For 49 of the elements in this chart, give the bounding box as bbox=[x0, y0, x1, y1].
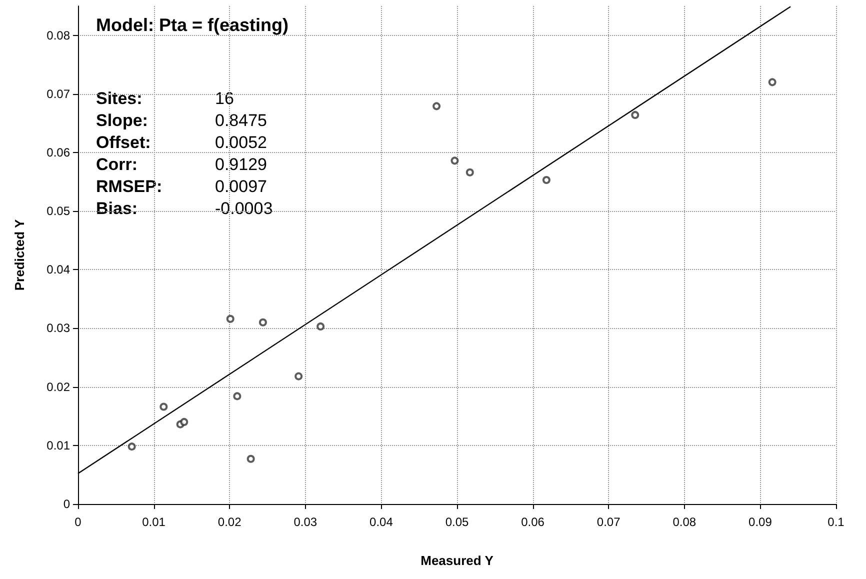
x-tick-label: 0.01 bbox=[142, 515, 166, 529]
point bbox=[542, 176, 550, 184]
annotation: 0.0097 bbox=[215, 177, 267, 196]
text: Model: Pta = f(easting) bbox=[96, 15, 289, 35]
annotation: RMSEP: bbox=[96, 177, 162, 196]
annotation: -0.0003 bbox=[215, 199, 273, 218]
point bbox=[466, 168, 474, 176]
y-tick-label: 0.05 bbox=[46, 204, 70, 218]
annotation: Corr: bbox=[96, 155, 138, 174]
x-tick-label: 0.05 bbox=[445, 515, 469, 529]
y-tick-label: 0 bbox=[63, 497, 70, 511]
y-tick-label: 0.06 bbox=[46, 145, 70, 160]
x-tick-label: 0.04 bbox=[370, 515, 394, 529]
x-tick-label: 0 bbox=[74, 515, 82, 529]
y-tick-label: 0.08 bbox=[46, 28, 70, 42]
x-axis-title: Measured Y bbox=[420, 553, 494, 568]
x-tick-label: 0.06 bbox=[521, 515, 545, 529]
annotation: Sites: bbox=[96, 89, 142, 108]
point bbox=[294, 372, 303, 380]
y-tick-label: 0.04 bbox=[46, 262, 70, 277]
point bbox=[316, 322, 325, 330]
point bbox=[768, 78, 776, 86]
annotation: 0.8475 bbox=[215, 111, 267, 130]
y-axis-title: Predicted Y bbox=[12, 219, 27, 291]
y-tick-label: 0.02 bbox=[46, 380, 70, 394]
point bbox=[233, 392, 242, 400]
x-tick-label: 0.09 bbox=[748, 515, 772, 529]
annotation: Slope: bbox=[96, 111, 148, 130]
point bbox=[432, 102, 441, 110]
point bbox=[160, 402, 168, 411]
point bbox=[450, 156, 459, 165]
point bbox=[226, 314, 234, 323]
x-tick-label: 0.08 bbox=[672, 515, 696, 529]
point bbox=[631, 110, 640, 119]
annotation: 0.0052 bbox=[215, 133, 267, 152]
x-tick-label: 0.1 bbox=[828, 515, 845, 529]
x-tick-label: 0.03 bbox=[294, 515, 318, 529]
point bbox=[128, 442, 136, 451]
y-tick-label: 0.07 bbox=[46, 86, 70, 101]
y-tick-label: 0.01 bbox=[46, 438, 70, 452]
annotation: Bias: bbox=[96, 199, 138, 218]
annotation: 0.9129 bbox=[215, 155, 267, 174]
point bbox=[180, 418, 188, 426]
point bbox=[258, 318, 267, 326]
y-tick-label: 0.03 bbox=[46, 321, 70, 336]
x-tick-label: 0.02 bbox=[218, 515, 242, 529]
annotation: Offset: bbox=[96, 133, 151, 152]
x-tick-label: 0.07 bbox=[596, 515, 621, 529]
point bbox=[246, 454, 255, 463]
